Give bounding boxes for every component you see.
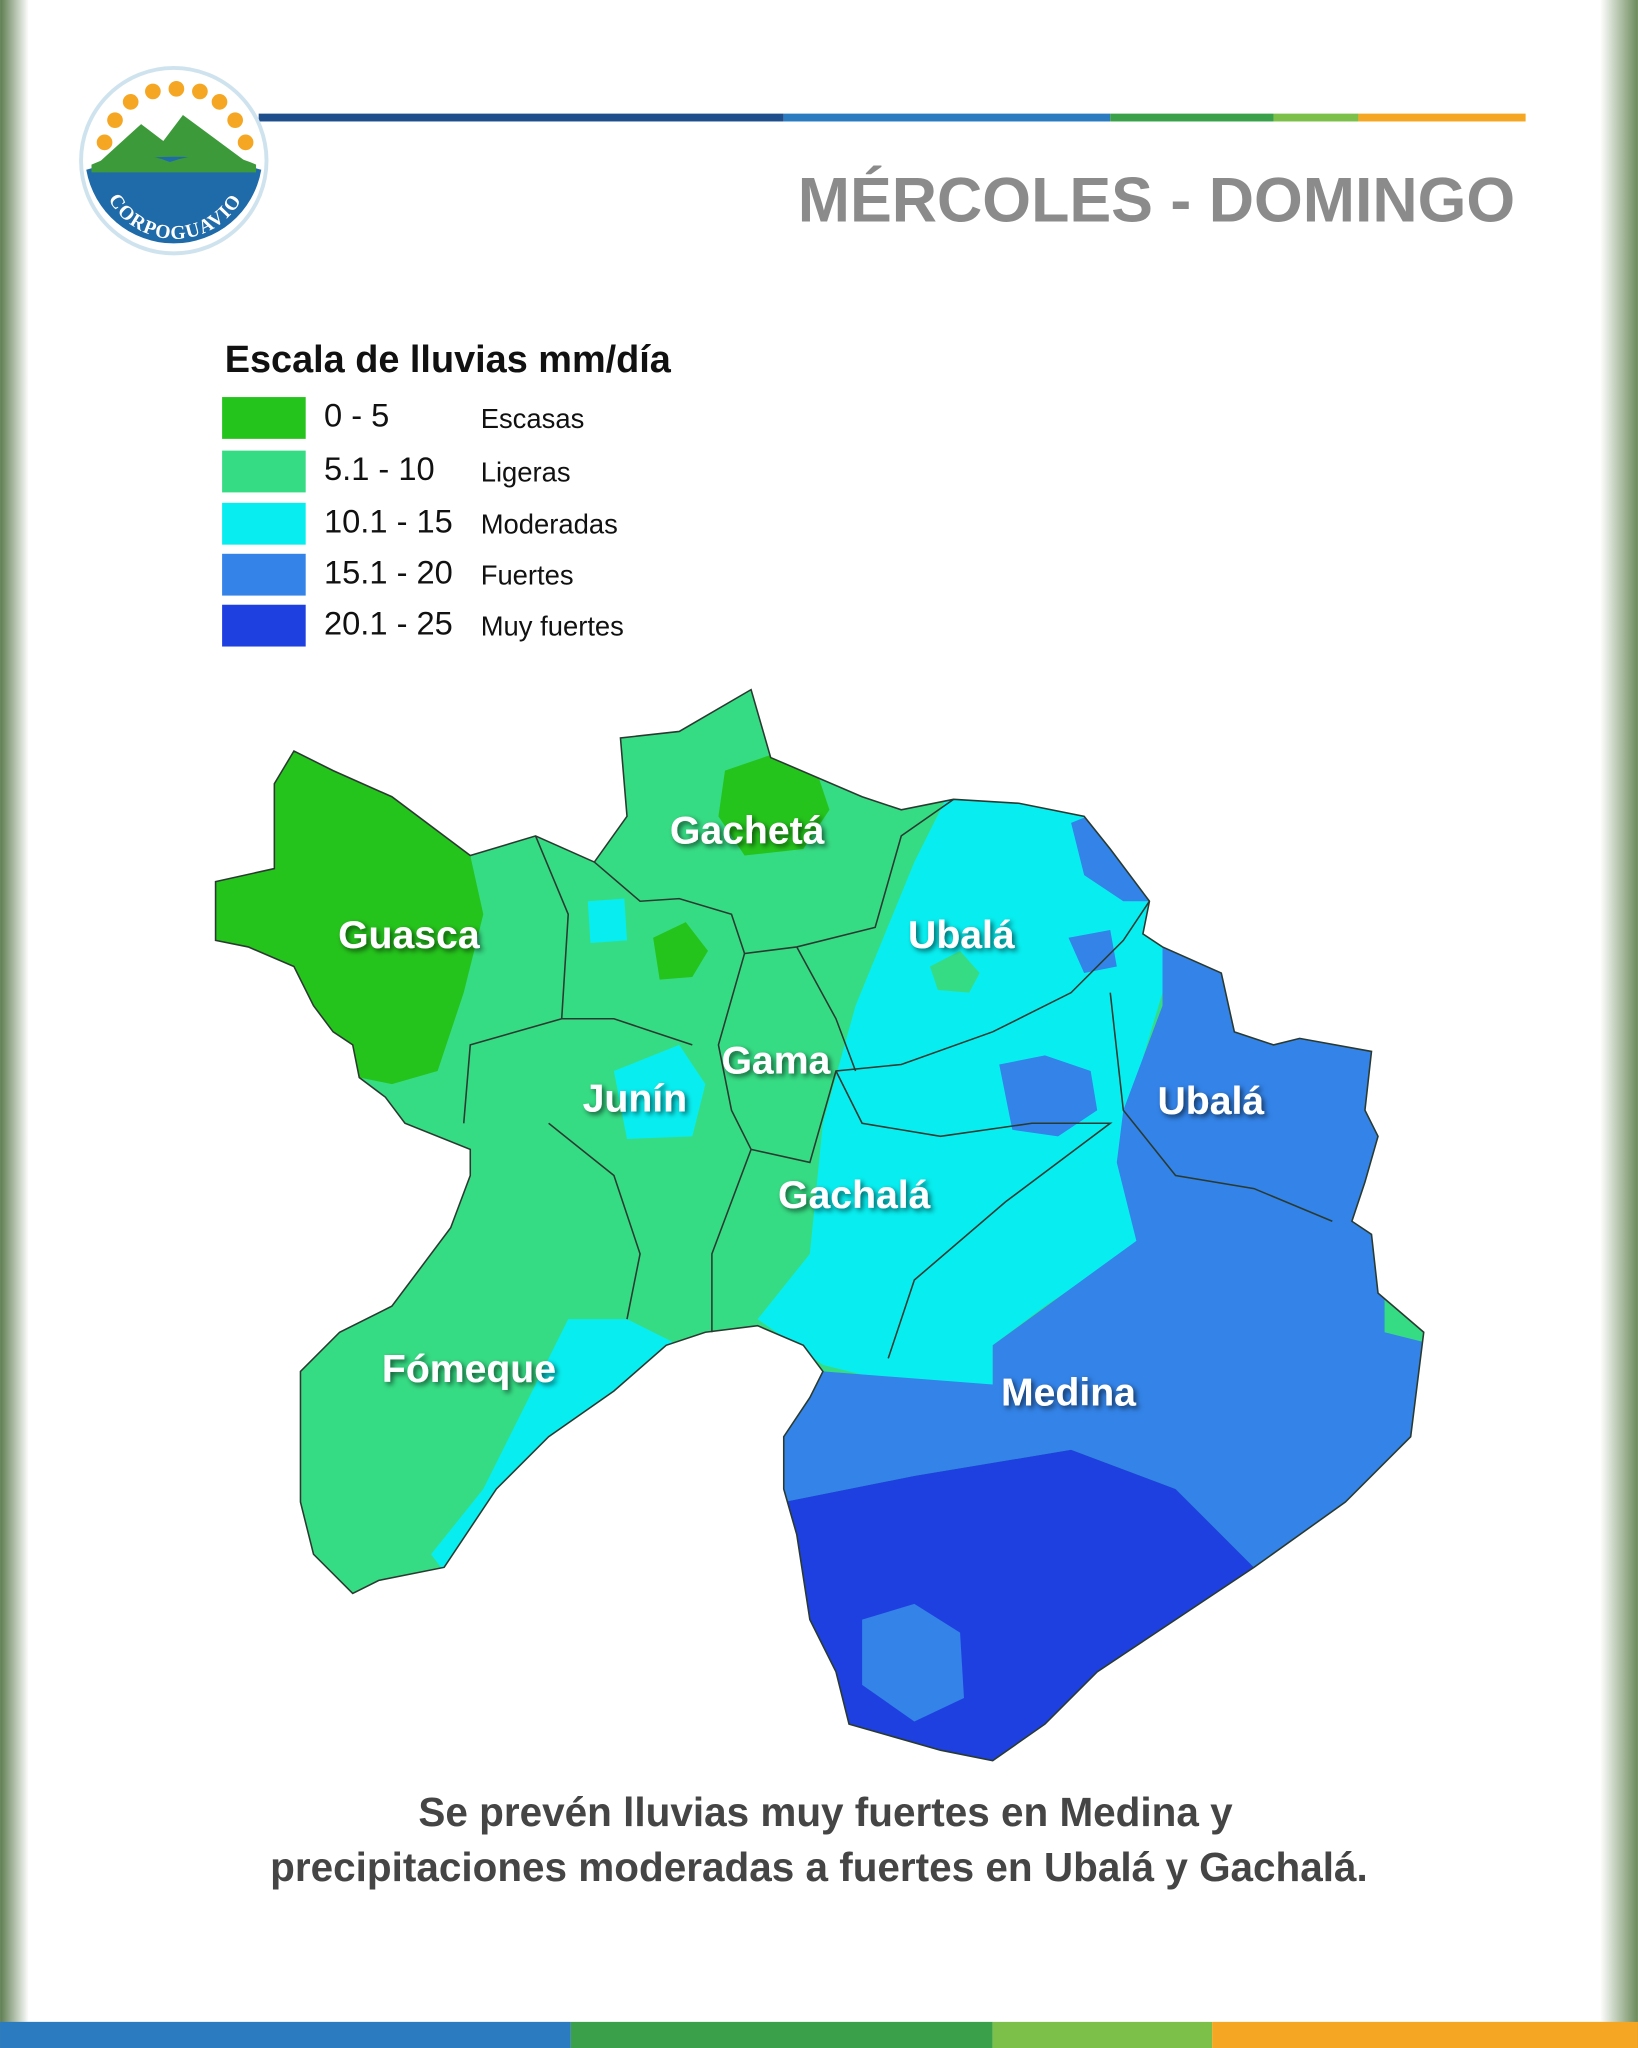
rain-zone: [770, 933, 1424, 1568]
rain-zone: [431, 1319, 680, 1581]
rain-zone: [783, 1449, 1254, 1761]
legend-swatch: [222, 502, 306, 545]
legend-swatch: [222, 450, 306, 493]
header-title: MÉRCOLES - DOMINGO: [798, 166, 1515, 236]
legend-label: Muy fuertes: [481, 610, 624, 641]
legend-range: 10.1 - 15: [324, 502, 453, 539]
map-label: Medina: [1001, 1371, 1137, 1414]
rain-zone: [999, 1055, 1098, 1137]
caption-line: Se prevén lluvias muy fuertes en Medina …: [418, 1789, 1233, 1835]
legend-label: Fuertes: [481, 560, 574, 591]
rain-zone: [587, 898, 627, 944]
map-label: Guasca: [338, 914, 481, 957]
legend-range: 0 - 5: [324, 397, 389, 434]
rain-zone: [757, 783, 1163, 1385]
right-edge: [1600, 0, 1638, 2048]
caption-line: precipitaciones moderadas a fuertes en U…: [270, 1844, 1368, 1890]
rain-zone: [930, 950, 980, 993]
legend-swatch: [222, 397, 306, 439]
map-label: Junín: [583, 1077, 687, 1120]
legend-swatch: [222, 604, 306, 647]
rain-zone: [718, 754, 830, 856]
legend-swatch: [222, 553, 306, 596]
map-label: Gama: [721, 1040, 831, 1083]
map-label: Gachalá: [778, 1174, 931, 1217]
map-label: Ubalá: [1158, 1080, 1265, 1123]
logo: CORPOGUAVIO: [79, 65, 269, 256]
bottom-rule: [0, 2021, 1638, 2048]
rain-zone: [862, 1603, 964, 1722]
legend-label: Escasas: [481, 403, 585, 434]
map-label: Fómeque: [382, 1348, 556, 1391]
rain-zone: [1068, 929, 1117, 974]
map-label: Gachetá: [670, 810, 825, 853]
legend-range: 15.1 - 20: [324, 553, 453, 590]
legend-label: Ligeras: [481, 456, 571, 487]
top-rule: [258, 113, 1526, 122]
rain-zone: [653, 922, 708, 980]
map: Gachetá Guasca Ubalá Gama Junín Ubalá Ga…: [214, 688, 1425, 1762]
municipal-borders: [214, 688, 1425, 1762]
rain-zone: [613, 1044, 706, 1139]
left-edge: [0, 0, 29, 2048]
legend: 0 - 5 Escasas 5.1 - 10 Ligeras 10.1 - 15 Mode…: [222, 397, 624, 647]
legend-label: Moderadas: [481, 509, 618, 540]
map-label: Ubalá: [908, 914, 1015, 957]
legend-range: 20.1 - 25: [324, 604, 453, 641]
legend-title: Escala de lluvias mm/día: [225, 339, 672, 381]
legend-range: 5.1 - 10: [324, 450, 435, 487]
